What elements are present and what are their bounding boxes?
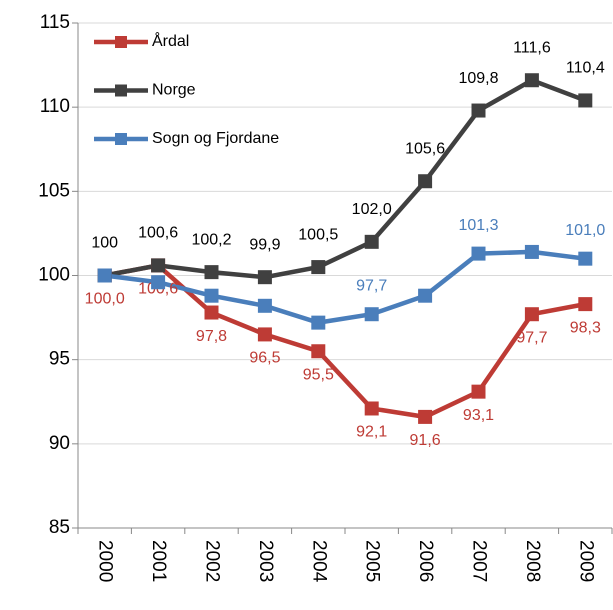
x-tick-label: 2004 [308, 540, 329, 583]
x-tick-label: 2001 [148, 540, 169, 582]
value-label: 111,6 [513, 39, 551, 56]
y-tick-label: 110 [40, 96, 70, 117]
value-label: 95,5 [303, 366, 334, 383]
marker [204, 265, 219, 280]
value-label: 100 [91, 235, 118, 252]
marker [578, 251, 593, 266]
value-label: 100,6 [138, 225, 178, 242]
marker [204, 288, 219, 303]
value-label: 109,8 [458, 70, 498, 87]
y-tick-label: 85 [49, 517, 70, 538]
marker [418, 288, 433, 303]
marker [471, 246, 486, 261]
marker [151, 258, 166, 273]
marker [311, 315, 326, 330]
marker [97, 268, 112, 283]
marker [578, 93, 593, 108]
marker [524, 307, 539, 322]
value-label: 98,3 [570, 319, 601, 336]
marker [364, 307, 379, 322]
x-tick-label: 2003 [255, 540, 276, 582]
legend-marker [115, 84, 127, 97]
value-label: 99,9 [249, 236, 280, 253]
value-label: 102,0 [352, 201, 392, 218]
marker [418, 409, 433, 424]
value-label: 100,2 [191, 231, 231, 248]
legend-label: Årdal [152, 31, 189, 50]
x-tick-label: 2005 [362, 540, 383, 582]
value-label: 100,5 [298, 226, 338, 243]
y-tick-label: 90 [49, 433, 70, 454]
x-tick-label: 2006 [415, 540, 436, 582]
x-tick-label: 2002 [201, 540, 222, 582]
marker [151, 275, 166, 290]
series-line [104, 77, 587, 280]
value-label: 97,8 [196, 328, 227, 345]
marker [311, 260, 326, 275]
marker [311, 344, 326, 359]
value-label: 101,0 [565, 222, 605, 239]
marker [257, 327, 272, 342]
y-tick-label: 115 [40, 12, 70, 33]
legend-marker [115, 133, 127, 145]
marker [418, 174, 433, 189]
x-tick-label: 2007 [468, 540, 489, 582]
x-tick-label: 2000 [95, 540, 116, 582]
value-label: 110,4 [566, 60, 605, 77]
marker [364, 401, 379, 416]
value-label: 105,6 [405, 140, 445, 157]
value-label: 91,6 [410, 432, 441, 449]
legend-marker [115, 36, 127, 48]
legend-label: Norge [152, 82, 196, 99]
marker [257, 270, 272, 285]
marker [257, 298, 272, 313]
value-label: 92,1 [356, 424, 387, 441]
series-line [104, 249, 586, 325]
marker [578, 297, 593, 312]
x-tick-label: 2009 [575, 540, 596, 582]
marker [204, 305, 219, 320]
value-label: 97,7 [356, 277, 387, 294]
value-label: 96,5 [249, 350, 280, 367]
value-label: 101,3 [458, 217, 498, 234]
y-tick-label: 100 [38, 265, 70, 286]
y-tick-label: 105 [38, 180, 70, 201]
x-tick-label: 2008 [522, 540, 543, 582]
marker [524, 73, 539, 88]
legend-label: Sogn og Fjordane [152, 130, 279, 147]
y-tick-label: 95 [49, 349, 70, 370]
marker [524, 244, 539, 259]
value-label: 93,1 [463, 407, 494, 424]
marker [364, 234, 379, 249]
marker [471, 103, 486, 118]
value-label: 100,0 [85, 291, 125, 308]
value-label: 97,7 [516, 329, 547, 346]
marker [471, 384, 486, 399]
